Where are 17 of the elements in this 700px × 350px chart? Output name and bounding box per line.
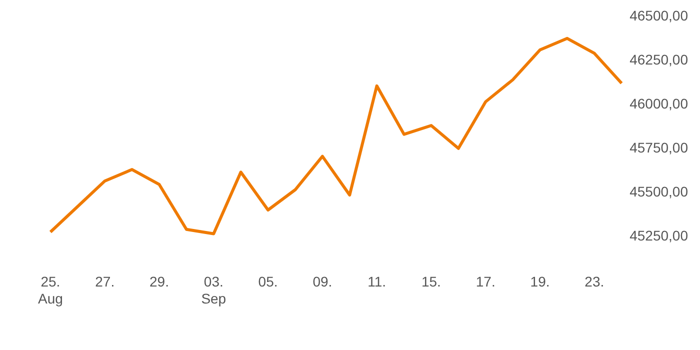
x-tick-label: 27. bbox=[95, 274, 115, 290]
x-tick-label: 15. bbox=[421, 274, 441, 290]
y-tick-label: 46000,00 bbox=[630, 95, 688, 112]
y-tick-label: 45500,00 bbox=[630, 183, 688, 200]
x-tick-label: 17. bbox=[476, 274, 496, 290]
x-tick-label: 19. bbox=[530, 274, 550, 290]
y-tick-label: 45250,00 bbox=[630, 227, 688, 244]
x-tick-label: 05. bbox=[258, 274, 278, 290]
x-tick-label: 03. Sep bbox=[201, 274, 226, 306]
y-tick-label: 45750,00 bbox=[630, 139, 688, 156]
x-tick-label: 29. bbox=[150, 274, 169, 290]
x-tick-label: 25. Aug bbox=[38, 274, 63, 306]
x-tick-label: 09. bbox=[312, 274, 332, 290]
y-tick-label: 46250,00 bbox=[630, 51, 688, 68]
x-tick-label: 11. bbox=[368, 274, 386, 290]
y-tick-label: 46500,00 bbox=[630, 7, 688, 24]
x-tick-label: 23. bbox=[584, 274, 604, 290]
